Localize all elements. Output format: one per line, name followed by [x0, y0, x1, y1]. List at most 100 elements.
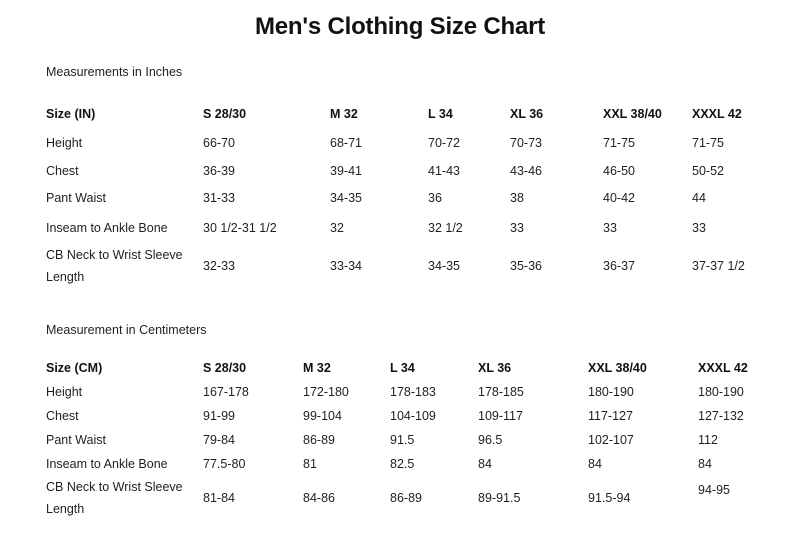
column-header-xxxl: XXXL 42: [692, 106, 742, 121]
cell-xl: 70-73: [510, 136, 542, 150]
table-row: Chest 91-99 99-104 104-109 109-117 117-1…: [46, 404, 766, 428]
cell-xxl: 84: [588, 457, 602, 471]
cell-m: 34-35: [330, 190, 362, 205]
cell-xxl: 117-127: [588, 409, 633, 423]
cell-l: 91.5: [390, 433, 415, 447]
cell-xxxl: 71-75: [692, 136, 724, 150]
row-label: Chest: [46, 409, 79, 423]
cell-s: 81-84: [203, 491, 235, 505]
row-label-text: CB Neck to Wrist Sleeve Length: [46, 248, 183, 284]
cell-xl: 33: [510, 220, 524, 235]
cell-xxl: 40-42: [603, 190, 635, 205]
cell-l: 178-183: [390, 385, 436, 399]
cell-xxxl: 127-132: [698, 409, 744, 423]
cell-xl: 35-36: [510, 259, 542, 273]
cell-xxl: 91.5-94: [588, 491, 631, 505]
table-row: Inseam to Ankle Bone 30 1/2-31 1/2 32 32…: [46, 212, 766, 243]
cell-xxxl: 33: [692, 220, 706, 235]
section-caption-centimeters: Measurement in Centimeters: [46, 323, 207, 337]
cell-xl: 89-91.5: [478, 491, 521, 505]
cell-xxl: 71-75: [603, 136, 635, 150]
table-row: CB Neck to Wrist Sleeve Length 81-84 84-…: [46, 476, 766, 520]
column-header-xl: XL 36: [510, 106, 544, 121]
section-caption-inches: Measurements in Inches: [46, 65, 183, 79]
column-header-xl: XL 36: [478, 361, 512, 375]
cell-s: 32-33: [203, 259, 235, 273]
cell-m: 84-86: [303, 491, 335, 505]
cell-m: 32: [330, 220, 344, 235]
cell-xxxl: 44: [692, 190, 706, 205]
row-label: Inseam to Ankle Bone: [46, 457, 168, 471]
cell-xxl: 33: [603, 220, 617, 235]
table-row: Height 66-70 68-71 70-72 70-73 71-75 71-…: [46, 127, 766, 159]
column-header-m: M 32: [303, 361, 331, 375]
section-inches: Measurements in Inches Size (IN) S 28/30…: [46, 64, 766, 289]
cell-xxxl: 180-190: [698, 385, 744, 399]
row-label: CB Neck to Wrist Sleeve Length: [46, 243, 203, 289]
table-row: Chest 36-39 39-41 41-43 43-46 46-50 50-5…: [46, 159, 766, 183]
cell-xl: 96.5: [478, 433, 503, 447]
cell-xl: 43-46: [510, 164, 542, 178]
column-header-size: Size (IN): [46, 106, 96, 121]
cell-m: 99-104: [303, 409, 342, 423]
cell-l: 104-109: [390, 409, 436, 423]
table-row: Inseam to Ankle Bone 77.5-80 81 82.5 84 …: [46, 452, 766, 476]
column-header-s: S 28/30: [203, 361, 247, 375]
cell-xl: 84: [478, 457, 492, 471]
cell-m: 172-180: [303, 385, 349, 399]
column-header-m: M 32: [330, 106, 358, 121]
cell-xl: 38: [510, 190, 524, 205]
row-label: CB Neck to Wrist Sleeve Length: [46, 476, 203, 520]
cell-m: 68-71: [330, 136, 362, 150]
cell-m: 39-41: [330, 164, 362, 178]
column-header-s: S 28/30: [203, 106, 247, 121]
cell-xxl: 180-190: [588, 385, 634, 399]
cell-xl: 178-185: [478, 385, 524, 399]
cell-xxl: 36-37: [603, 259, 635, 273]
column-header-l: L 34: [390, 361, 415, 375]
cell-s: 66-70: [203, 136, 235, 150]
row-label: Pant Waist: [46, 433, 106, 447]
cell-s: 36-39: [203, 164, 235, 178]
cell-xxl: 102-107: [588, 433, 634, 447]
row-label: Chest: [46, 164, 79, 178]
cell-s: 30 1/2-31 1/2: [203, 220, 277, 235]
size-table-centimeters: Size (CM) S 28/30 M 32 L 34 XL 36 XXL 38…: [46, 356, 766, 520]
cell-l: 70-72: [428, 136, 460, 150]
column-header-size: Size (CM): [46, 361, 103, 375]
cell-l: 36: [428, 190, 442, 205]
cell-l: 41-43: [428, 164, 460, 178]
cell-xxxl: 50-52: [692, 164, 724, 178]
cell-m: 86-89: [303, 433, 335, 447]
cell-xl: 109-117: [478, 409, 523, 423]
column-header-xxl: XXL 38/40: [603, 106, 662, 121]
cell-l: 82.5: [390, 457, 415, 471]
cell-xxxl: 37-37 1/2: [692, 259, 745, 273]
cell-m: 33-34: [330, 259, 362, 273]
table-row: Pant Waist 31-33 34-35 36 38 40-42 44: [46, 183, 766, 212]
row-label-text: CB Neck to Wrist Sleeve Length: [46, 480, 183, 516]
row-label: Inseam to Ankle Bone: [46, 220, 168, 235]
size-table-inches: Size (IN) S 28/30 M 32 L 34 XL 36 XXL 38…: [46, 100, 766, 289]
table-row: CB Neck to Wrist Sleeve Length 32-33 33-…: [46, 243, 766, 289]
cell-s: 91-99: [203, 409, 235, 423]
cell-l: 32 1/2: [428, 220, 463, 235]
cell-s: 31-33: [203, 190, 235, 205]
cell-xxxl: 112: [698, 433, 718, 447]
cell-xxxl-text: 94-95: [698, 483, 730, 497]
table-row: Pant Waist 79-84 86-89 91.5 96.5 102-107…: [46, 428, 766, 452]
cell-m: 81: [303, 457, 317, 471]
cell-xxl: 46-50: [603, 164, 635, 178]
page-title: Men's Clothing Size Chart: [254, 13, 546, 40]
cell-s: 77.5-80: [203, 457, 246, 471]
section-centimeters: Measurement in Centimeters Size (CM) S 2…: [46, 322, 766, 520]
table-header-row: Size (IN) S 28/30 M 32 L 34 XL 36 XXL 38…: [46, 100, 766, 127]
row-label: Height: [46, 385, 83, 399]
cell-l: 86-89: [390, 491, 422, 505]
table-header-row: Size (CM) S 28/30 M 32 L 34 XL 36 XXL 38…: [46, 356, 766, 380]
cell-xxxl: 84: [698, 457, 712, 471]
column-header-l: L 34: [428, 106, 453, 121]
cell-l: 34-35: [428, 259, 460, 273]
cell-xxxl: 94-95: [698, 476, 766, 520]
row-label: Pant Waist: [46, 190, 106, 205]
